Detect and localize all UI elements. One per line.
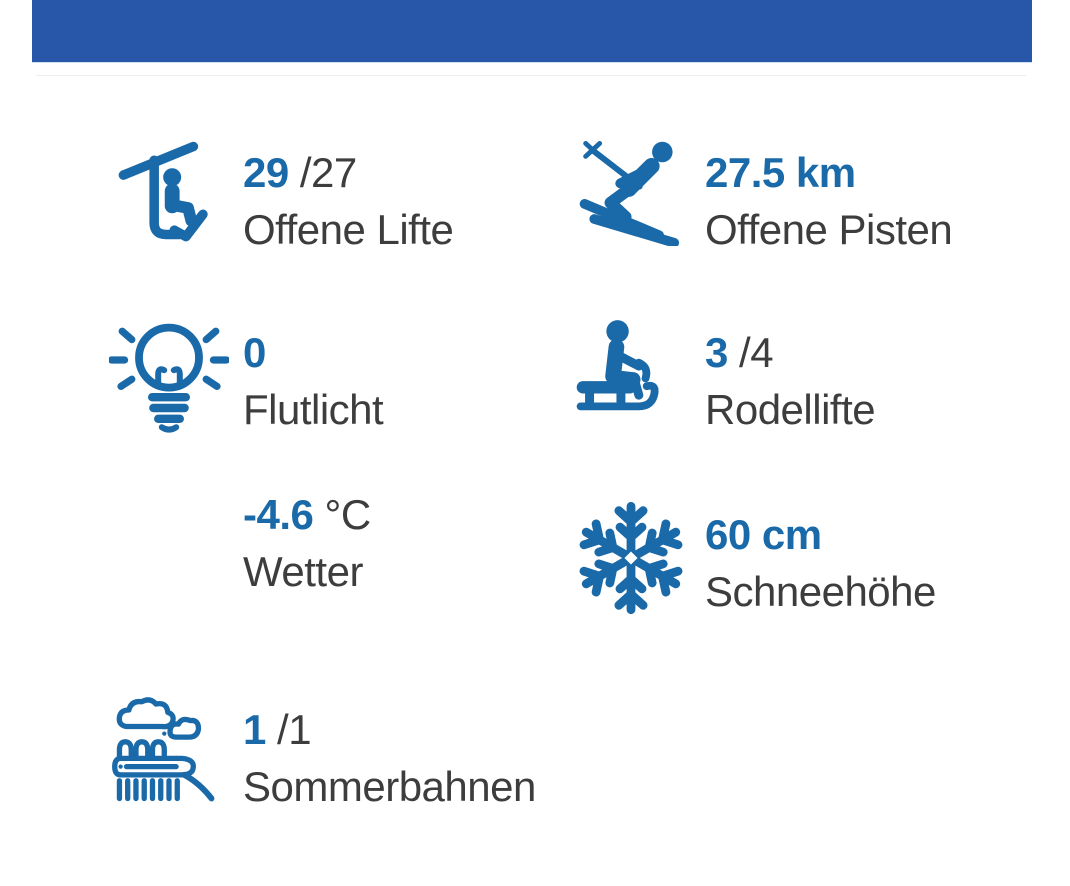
stat-value: 3 /4 (705, 329, 774, 376)
stat-label: Schneehöhe (705, 568, 936, 615)
stat-sommerbahnen: 1 /1 Sommerbahnen (95, 695, 536, 817)
stat-iconbox (95, 695, 243, 817)
stat-label: Rodellifte (705, 386, 876, 433)
stat-iconbox (95, 318, 243, 438)
stat-value: 27.5 km (705, 149, 856, 196)
stat-value: 0 (243, 329, 266, 376)
header-divider (36, 75, 1026, 76)
stat-iconbox (95, 138, 243, 244)
stat-label: Offene Pisten (705, 206, 953, 253)
stat-label: Wetter (243, 548, 363, 595)
skier-icon (579, 140, 680, 246)
stat-text: 3 /4 Rodellifte (705, 329, 876, 433)
stat-text: 60 cm Schneehöhe (705, 512, 936, 615)
stat-offene-pisten: 27.5 km Offene Pisten (557, 138, 953, 253)
stat-suffix: km (784, 149, 856, 196)
stat-suffix: °C (313, 491, 372, 538)
stat-iconbox (557, 138, 705, 246)
stat-label: Flutlicht (243, 386, 384, 433)
stat-rodellifte: 3 /4 Rodellifte (557, 318, 876, 433)
chairlift-icon (118, 141, 208, 242)
stat-iconbox (557, 500, 705, 616)
stat-offene-lifte: 29 /27 Offene Lifte (95, 138, 454, 253)
stat-iconbox (557, 318, 705, 432)
stat-value: 1 /1 (243, 706, 312, 753)
stat-schneehoehe: 60 cm Schneehöhe (557, 500, 936, 616)
lightbulb-icon (109, 323, 229, 433)
stat-text: -4.6 °C Wetter (243, 492, 371, 595)
stat-label: Sommerbahnen (243, 763, 536, 810)
stat-text: 29 /27 Offene Lifte (243, 149, 454, 253)
stat-wetter: -4.6 °C Wetter (95, 488, 371, 595)
stat-text: 1 /1 Sommerbahnen (243, 707, 536, 810)
stat-flutlicht: 0 Flutlicht (95, 318, 384, 438)
stat-suffix: /4 (727, 329, 774, 376)
stat-label: Offene Lifte (243, 206, 454, 253)
header-bar (32, 0, 1032, 62)
stat-text: 0 Flutlicht (243, 329, 384, 433)
stat-suffix: /27 (288, 149, 357, 196)
stat-suffix: /1 (265, 706, 312, 753)
stat-value: 29 /27 (243, 149, 357, 196)
stat-suffix: cm (750, 511, 822, 558)
stat-value: -4.6 °C (243, 491, 372, 538)
snowflake-icon (579, 501, 683, 615)
stat-text: 27.5 km Offene Pisten (705, 149, 953, 253)
coaster-icon (112, 697, 215, 802)
sled-icon (576, 320, 659, 411)
stat-value: 60 cm (705, 511, 822, 558)
